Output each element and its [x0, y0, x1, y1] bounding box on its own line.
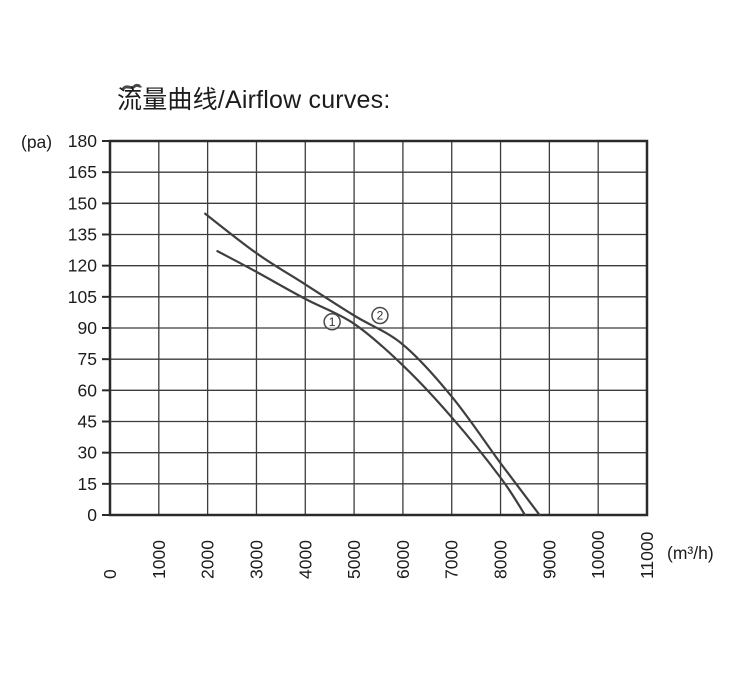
- y-tick-label: 90: [78, 318, 98, 338]
- x-tick-label: 0: [100, 569, 120, 579]
- curve-2-marker-circle: [371, 306, 389, 325]
- curve-1-marker-circle: [323, 313, 341, 331]
- x-tick-label: 2000: [198, 540, 218, 579]
- x-axis-unit-label: (m³/h): [667, 543, 714, 563]
- curve-1: [216, 250, 527, 517]
- x-tick-label: 11000: [637, 531, 657, 579]
- x-tick-label: 6000: [393, 540, 413, 579]
- y-tick-label: 120: [68, 256, 97, 276]
- x-tick-label: 10000: [588, 530, 608, 579]
- y-tick-label: 180: [68, 131, 97, 151]
- y-tick-label: 75: [78, 349, 97, 369]
- x-tick-label: 4000: [295, 540, 315, 579]
- curve-2-marker: 2: [371, 306, 389, 325]
- x-tick-label: 1000: [149, 540, 169, 579]
- y-tick-label: 165: [68, 162, 97, 182]
- y-axis-unit-label: (pa): [21, 132, 52, 152]
- curve-2: [204, 212, 541, 517]
- curve-1-marker-number: 1: [329, 315, 336, 329]
- x-tick-label: 8000: [491, 540, 511, 579]
- ink-smudge: [121, 83, 143, 91]
- grid: [110, 141, 647, 515]
- y-tick-label: 105: [68, 287, 97, 307]
- x-tick-label: 5000: [344, 540, 364, 579]
- y-tick-label: 135: [68, 225, 97, 245]
- y-tick-label: 150: [68, 193, 97, 213]
- x-tick-label: 3000: [246, 540, 266, 579]
- x-tick-label: 7000: [442, 540, 462, 579]
- y-tick-label: 15: [78, 474, 97, 494]
- x-tick-label: 9000: [539, 540, 559, 579]
- y-tick-label: 30: [78, 443, 98, 463]
- curve-2-marker-number: 2: [377, 309, 384, 323]
- y-tick-label: 45: [78, 412, 97, 432]
- curve-1-marker: 1: [323, 313, 341, 331]
- chart-title: 流量曲线/Airflow curves:: [117, 86, 391, 114]
- y-tick-label: 0: [87, 505, 97, 525]
- y-tick-label: 60: [78, 380, 98, 400]
